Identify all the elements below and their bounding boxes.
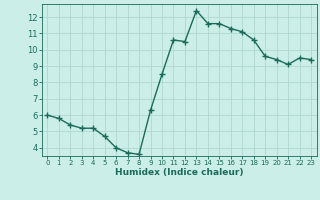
X-axis label: Humidex (Indice chaleur): Humidex (Indice chaleur) [115,168,244,177]
